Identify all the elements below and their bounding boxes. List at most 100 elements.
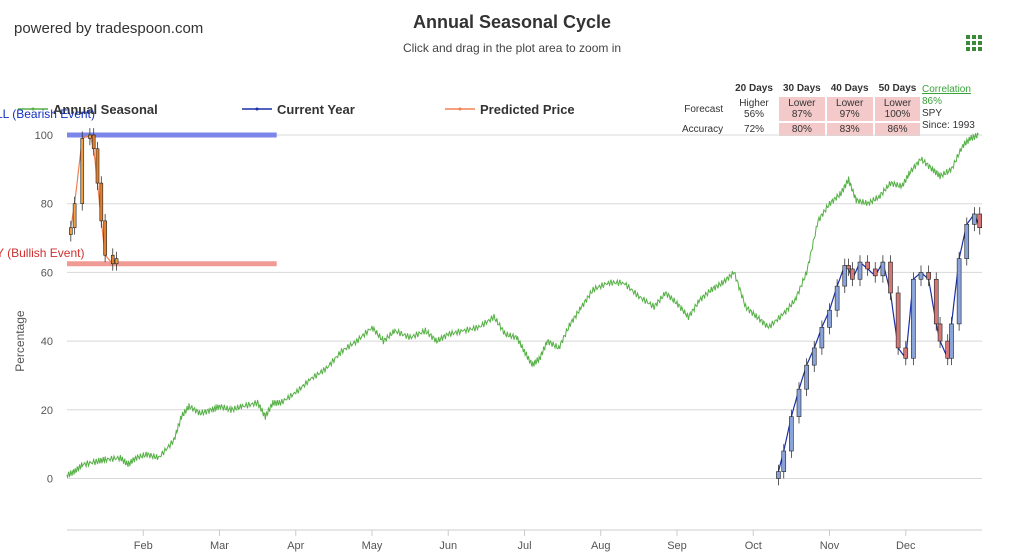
correlation-symbol: SPY <box>922 108 943 119</box>
correlation-link[interactable]: Correlation <box>922 84 971 95</box>
candle <box>781 450 787 472</box>
band-label: Y (Bullish Event) <box>0 246 84 260</box>
candle <box>796 388 802 417</box>
candle <box>903 347 909 359</box>
series-line-predicted-price <box>70 134 118 265</box>
candle <box>834 285 840 311</box>
forecast-percent: 56% <box>744 109 765 120</box>
candle <box>911 278 916 359</box>
candle <box>945 340 950 359</box>
candle <box>964 224 970 259</box>
forecast-direction: Higher <box>739 98 769 109</box>
candle <box>872 268 878 277</box>
x-tick-label: Aug <box>591 540 611 552</box>
x-tick-label: Dec <box>896 540 916 552</box>
chart-title: Annual Seasonal Cycle <box>412 12 612 32</box>
x-tick-label: May <box>362 540 383 552</box>
forecast-percent: 100% <box>884 109 911 120</box>
accuracy-cell-20: 72% <box>744 124 765 135</box>
candle <box>110 254 115 265</box>
x-tick-label: Sep <box>667 540 687 552</box>
forecast-row: Forecast Higher 56% Lower 87% Lower 97% Low… <box>678 97 921 121</box>
candle <box>895 292 901 349</box>
accuracy-cell-30: 80% <box>778 123 825 136</box>
grid-menu-icon[interactable] <box>966 35 983 52</box>
legend-item-annual-seasonal[interactable]: Annual Seasonal <box>18 100 158 118</box>
candle <box>72 203 77 229</box>
legend-label: Current Year <box>277 101 355 117</box>
header-40-days: 40 Days <box>830 83 869 94</box>
correlation-value: 86% <box>922 96 943 107</box>
correlation-box: Correlation 86% SPY Since: 1993 <box>922 84 975 132</box>
candle <box>99 182 104 222</box>
legend-item-predicted-price[interactable]: Predicted Price <box>445 100 575 118</box>
legend-line-icon <box>242 107 272 111</box>
candle <box>776 471 781 479</box>
candle <box>842 265 848 287</box>
x-tick-label: Mar <box>210 540 229 552</box>
forecast-label: Forecast <box>684 103 724 115</box>
candle <box>69 227 73 235</box>
band-label: LL (Bearish Event) <box>0 107 95 121</box>
x-tick-label: Apr <box>287 540 304 552</box>
header-30-days: 30 Days <box>782 83 821 94</box>
forecast-cell-50: Lower 100% <box>874 97 921 121</box>
candle <box>857 261 863 280</box>
candle <box>846 265 851 270</box>
chart-subtitle: Click and drag in the plot area to zoom … <box>402 41 622 55</box>
forecast-cell-40: Lower 97% <box>826 97 873 121</box>
candle <box>972 213 977 225</box>
y-tick-label: 0 <box>47 473 53 485</box>
x-tick-label: Feb <box>134 540 153 552</box>
candle <box>789 416 794 452</box>
y-tick-label: 100 <box>35 130 53 142</box>
header-20-days: 20 Days <box>735 83 773 94</box>
candle <box>880 261 886 277</box>
correlation-since: Since: 1993 <box>922 120 975 131</box>
candle <box>926 272 931 280</box>
legend-label: Predicted Price <box>480 101 575 117</box>
y-tick-label: 20 <box>41 405 53 417</box>
x-tick-label: Oct <box>745 540 762 552</box>
forecast-direction: Lower <box>883 98 912 109</box>
y-tick-label: 60 <box>41 267 53 279</box>
candle <box>933 278 939 325</box>
forecast-cell-20: Higher 56% <box>731 97 777 121</box>
accuracy-label: Accuracy <box>682 124 724 135</box>
forecast-cell-30: Lower 87% <box>778 97 825 121</box>
legend-line-icon <box>445 107 475 111</box>
candle <box>114 258 119 265</box>
candle <box>850 268 855 280</box>
forecast-direction: Lower <box>836 98 864 109</box>
x-tick-label: Nov <box>820 540 840 552</box>
forecast-direction: Lower <box>788 98 816 109</box>
candle <box>95 148 100 184</box>
candle <box>949 323 954 359</box>
header-50-days: 50 Days <box>878 83 917 94</box>
y-tick-label: 40 <box>41 336 53 348</box>
y-tick-label: 80 <box>41 199 53 211</box>
candle <box>819 327 825 349</box>
legend-item-current-year[interactable]: Current Year <box>242 100 355 118</box>
brand-text: powered by tradespoon.com <box>14 20 204 37</box>
candle <box>937 323 943 342</box>
candle <box>977 213 983 229</box>
forecast-header-row: 20 Days 30 Days 40 Days 50 Days <box>678 82 920 95</box>
accuracy-row: Accuracy 72% 80% 83% 86% <box>678 123 921 136</box>
forecast-percent: 97% <box>839 109 860 120</box>
candle <box>865 261 870 270</box>
candle <box>956 258 962 325</box>
legend-label: Annual Seasonal <box>53 101 158 117</box>
candle <box>88 134 92 139</box>
forecast-table: 20 Days 30 Days 40 Days 50 Days Forecast… <box>676 80 922 138</box>
legend-line-icon <box>18 107 48 111</box>
candle <box>811 347 817 366</box>
x-tick-label: Jul <box>517 540 531 552</box>
accuracy-cell-50: 86% <box>874 123 921 136</box>
forecast-percent: 87% <box>791 109 812 120</box>
candle <box>888 261 893 294</box>
candle <box>827 309 832 328</box>
candle <box>103 220 107 256</box>
candle <box>804 364 809 390</box>
